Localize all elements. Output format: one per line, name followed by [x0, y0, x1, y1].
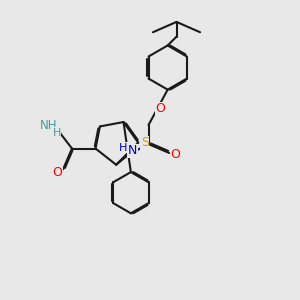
- Text: H: H: [52, 128, 61, 138]
- Text: S: S: [141, 136, 149, 149]
- Text: O: O: [155, 102, 165, 115]
- Text: NH: NH: [40, 119, 58, 132]
- Text: H: H: [119, 143, 128, 153]
- Text: O: O: [171, 148, 181, 161]
- Text: O: O: [52, 166, 62, 178]
- Text: N: N: [128, 144, 137, 158]
